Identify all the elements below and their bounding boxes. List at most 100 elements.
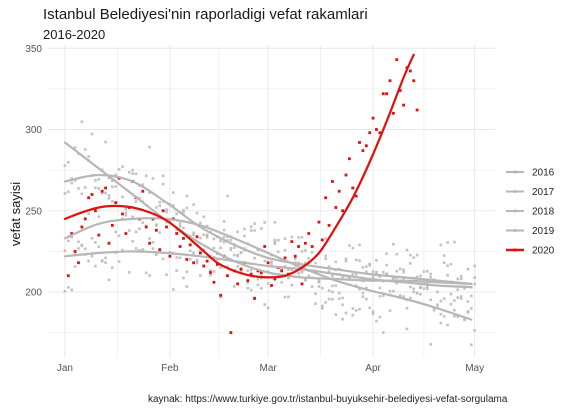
- data-point-2018: [114, 185, 118, 188]
- data-point-2020: [408, 69, 412, 73]
- data-point-2018: [219, 295, 223, 299]
- data-point-2017: [409, 296, 412, 300]
- data-point-2018: [199, 221, 202, 225]
- data-point-2016: [409, 253, 412, 257]
- data-point-2017: [90, 254, 94, 258]
- data-point-2018: [83, 148, 87, 151]
- data-point-2018: [415, 253, 419, 257]
- data-point-2016: [419, 292, 422, 296]
- data-point-2016: [385, 263, 388, 267]
- data-point-2018: [453, 240, 456, 244]
- data-point-2018: [398, 267, 402, 271]
- data-point-2017: [195, 258, 199, 262]
- data-point-2020: [219, 293, 223, 297]
- data-point-2018: [256, 277, 260, 281]
- data-point-2016: [280, 281, 283, 284]
- data-point-2019: [90, 236, 94, 240]
- data-point-2020: [195, 235, 199, 239]
- data-point-2020: [402, 103, 405, 107]
- data-point-2019: [368, 306, 372, 310]
- data-point-2020: [83, 217, 87, 221]
- data-point-2019: [100, 259, 104, 263]
- data-point-2016: [351, 246, 355, 250]
- data-point-2016: [253, 222, 256, 225]
- data-point-2019: [158, 231, 162, 234]
- legend-label-2018: 2018: [532, 207, 555, 218]
- data-point-2020: [168, 254, 172, 258]
- data-point-2020: [104, 186, 107, 190]
- data-point-2016: [260, 227, 263, 230]
- data-point-2016: [195, 211, 199, 215]
- data-point-2017: [178, 256, 182, 260]
- data-point-2018: [456, 296, 460, 299]
- data-point-2017: [385, 252, 388, 256]
- data-point-2016: [334, 260, 338, 264]
- data-point-2018: [412, 290, 416, 294]
- data-point-2020: [249, 272, 253, 276]
- data-point-2020: [77, 261, 80, 265]
- data-point-2018: [449, 262, 453, 266]
- data-point-2019: [307, 274, 311, 278]
- data-point-2020: [236, 282, 240, 286]
- data-point-2018: [175, 256, 178, 259]
- data-point-2018: [260, 287, 263, 290]
- data-point-2017: [165, 273, 168, 277]
- data-point-2016: [371, 275, 375, 279]
- data-point-2017: [283, 295, 287, 299]
- data-point-2018: [371, 270, 375, 273]
- data-point-2017: [320, 286, 324, 290]
- data-point-2019: [402, 268, 405, 272]
- data-point-2017: [402, 270, 405, 274]
- data-point-2019: [341, 303, 344, 307]
- data-point-2017: [297, 236, 300, 239]
- data-point-2020: [415, 108, 419, 112]
- data-point-2020: [141, 189, 145, 193]
- legend-label-2016: 2016: [532, 168, 555, 179]
- data-point-2020: [368, 131, 372, 135]
- data-point-2019: [117, 234, 121, 237]
- data-point-2020: [110, 223, 114, 227]
- data-point-2017: [439, 299, 443, 303]
- data-point-2016: [83, 186, 87, 189]
- data-point-2017: [290, 235, 294, 239]
- data-point-2017: [131, 215, 134, 219]
- data-point-2019: [280, 267, 283, 271]
- data-point-2016: [70, 177, 74, 180]
- data-point-2017: [117, 260, 121, 263]
- y-axis-title: vefat sayisi: [8, 182, 23, 246]
- data-point-2019: [182, 226, 185, 230]
- data-point-2020: [381, 92, 385, 96]
- data-point-2017: [209, 269, 212, 272]
- legend: 2016 2017 2018 2019 2020: [506, 168, 555, 257]
- data-point-2016: [158, 204, 162, 208]
- data-point-2019: [243, 227, 246, 231]
- data-point-2018: [178, 224, 182, 228]
- data-point-2018: [300, 269, 304, 273]
- data-point-2016: [229, 248, 233, 251]
- data-point-2020: [239, 267, 243, 271]
- data-point-2019: [104, 256, 107, 260]
- y-tick-label: 350: [25, 44, 42, 55]
- data-point-2017: [104, 261, 107, 264]
- data-point-2018: [266, 306, 270, 310]
- data-point-2020: [263, 245, 267, 248]
- data-point-2017: [351, 313, 355, 317]
- data-point-2019: [344, 259, 348, 263]
- data-point-2019: [388, 309, 392, 312]
- legend-key-point-2019: [513, 229, 517, 232]
- data-point-2020: [66, 274, 70, 278]
- data-point-2018: [466, 267, 470, 271]
- data-point-2020: [388, 79, 392, 83]
- data-point-2020: [371, 116, 375, 120]
- data-point-2018: [171, 204, 175, 207]
- data-point-2016: [121, 195, 124, 199]
- data-point-2020: [320, 238, 324, 242]
- data-point-2018: [124, 213, 128, 217]
- data-point-2019: [77, 247, 80, 250]
- data-point-2017: [155, 253, 158, 257]
- scatter-points: [63, 58, 476, 347]
- data-point-2016: [124, 211, 128, 215]
- data-point-2018: [473, 282, 476, 286]
- data-point-2019: [331, 274, 334, 278]
- data-point-2019: [80, 244, 84, 247]
